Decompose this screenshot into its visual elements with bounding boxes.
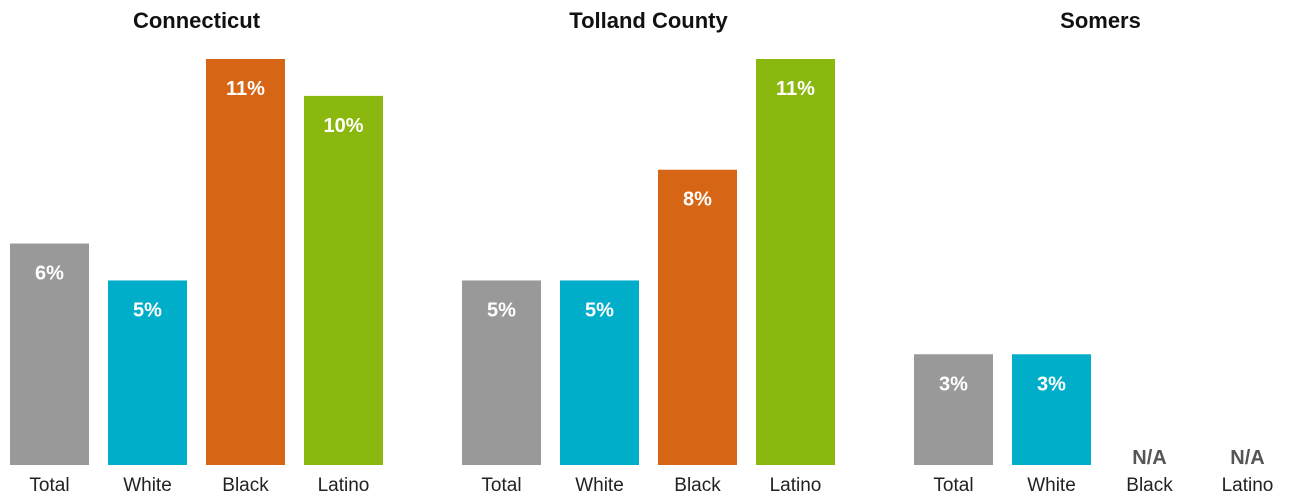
- chart-title: Tolland County: [569, 8, 728, 33]
- data-label: 8%: [683, 189, 712, 211]
- chart-title: Somers: [1060, 8, 1141, 33]
- chart-panel-2: Somers 3% Total 3% White N/A Black N/A Latino: [914, 8, 1273, 496]
- data-label: 10%: [323, 115, 363, 137]
- x-tick-label: White: [123, 475, 172, 496]
- data-label: 6%: [35, 263, 64, 285]
- bar-latino: [756, 59, 835, 465]
- x-tick-label: Latino: [770, 475, 822, 496]
- x-tick-label: Black: [1126, 475, 1173, 496]
- x-tick-label: White: [1027, 475, 1076, 496]
- data-label: 3%: [939, 373, 968, 395]
- data-label: 5%: [585, 299, 614, 321]
- chart-panel-1: Tolland County 5% Total 5% White 8% Black 11% La…: [462, 8, 835, 496]
- chart-title: Connecticut: [133, 8, 261, 33]
- x-tick-label: Total: [481, 475, 521, 496]
- data-label: 3%: [1037, 373, 1066, 395]
- chart-panel-0: Connecticut 6% Total 5% White 11% Black 10% Lati…: [10, 8, 383, 496]
- bar-black: [206, 59, 285, 465]
- data-label: 11%: [226, 78, 265, 100]
- bar-white: [560, 280, 639, 465]
- bar-total: [914, 354, 993, 465]
- bar-total: [462, 280, 541, 465]
- data-label: 5%: [133, 299, 162, 321]
- bar-white: [1012, 354, 1091, 465]
- x-tick-label: Total: [933, 475, 973, 496]
- bar-black: [658, 169, 737, 465]
- data-label: 11%: [776, 78, 815, 100]
- data-label: 5%: [487, 299, 516, 321]
- na-label: N/A: [1230, 447, 1264, 469]
- bar-white: [108, 280, 187, 465]
- bar-latino: [304, 95, 383, 465]
- x-tick-label: Black: [222, 475, 269, 496]
- x-tick-label: Latino: [318, 475, 370, 496]
- x-tick-label: Latino: [1222, 475, 1274, 496]
- bar-total: [10, 243, 89, 465]
- x-tick-label: Total: [29, 475, 69, 496]
- x-tick-label: White: [575, 475, 624, 496]
- na-label: N/A: [1132, 447, 1166, 469]
- x-tick-label: Black: [674, 475, 721, 496]
